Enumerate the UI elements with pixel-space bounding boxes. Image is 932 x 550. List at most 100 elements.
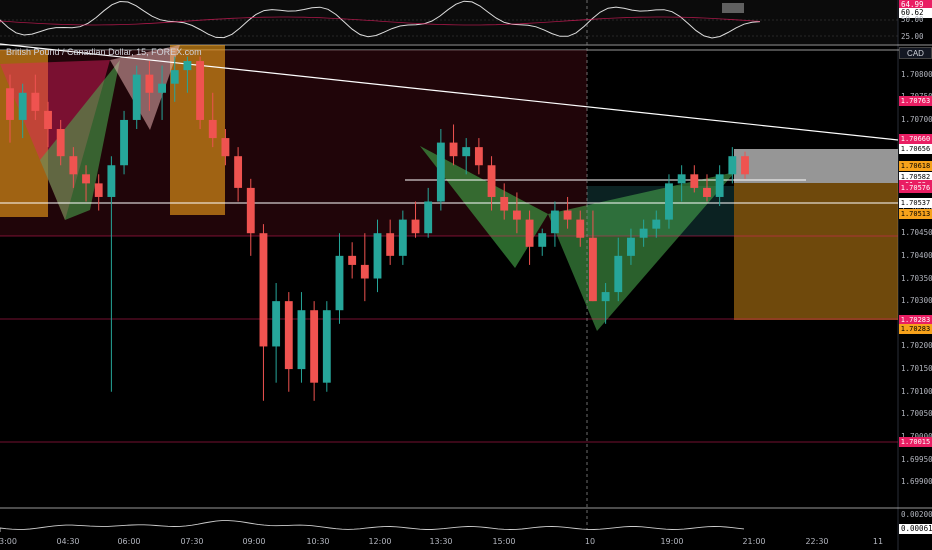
price-axis-label: 1.70200 xyxy=(901,341,932,351)
price-axis-bg xyxy=(898,0,932,550)
time-axis-label: 22:30 xyxy=(805,537,829,546)
candle-body xyxy=(196,61,205,120)
candle-body xyxy=(94,183,103,197)
candle-body xyxy=(360,264,369,279)
rsi-pane xyxy=(0,0,898,44)
candle-body xyxy=(31,92,40,111)
price-axis-label: 1.70400 xyxy=(901,250,932,260)
target-box xyxy=(734,183,898,320)
candle-body xyxy=(82,174,90,184)
price-axis-label: 1.70300 xyxy=(901,296,932,306)
price-tag: 1.70656 xyxy=(899,144,932,154)
candle-body xyxy=(538,233,547,247)
candle-body xyxy=(652,219,661,229)
rsi-signal-line xyxy=(0,16,761,26)
candle-body xyxy=(703,187,711,197)
time-axis-label: 21:00 xyxy=(742,537,766,546)
candle-body xyxy=(398,219,407,256)
indicator-axis-label: 0.00200 xyxy=(901,510,932,519)
candle-body xyxy=(272,301,281,347)
candle-body xyxy=(487,165,496,197)
rsi-axis-label: 50.00 xyxy=(901,15,924,24)
rsi-axis-label: 25.00 xyxy=(901,32,924,41)
price-tag: 1.70763 xyxy=(899,96,932,106)
candle-body xyxy=(462,147,471,157)
candle-body xyxy=(677,174,686,184)
candle-body xyxy=(424,201,433,234)
price-tag: 1.70283 xyxy=(899,324,932,334)
candle-body xyxy=(525,219,534,247)
candle-body xyxy=(6,88,14,120)
time-axis-label: 19:00 xyxy=(660,537,684,546)
price-axis-label: 1.70000 xyxy=(899,432,932,442)
candle-body xyxy=(335,255,344,311)
candle-body xyxy=(500,196,509,211)
candle-body xyxy=(411,219,420,234)
candle-body xyxy=(234,156,243,188)
pattern-magenta xyxy=(0,60,110,220)
price-axis-label: 1.70100 xyxy=(901,386,932,396)
currency-button[interactable]: CAD xyxy=(899,47,932,59)
price-axis-label: 1.70150 xyxy=(901,364,932,374)
time-axis-label: 11 xyxy=(872,537,884,546)
candle-body xyxy=(145,74,154,93)
price-tag: 1.70015 xyxy=(899,437,932,447)
rsi-line xyxy=(0,0,761,39)
candle-body xyxy=(449,142,458,157)
candle-body xyxy=(386,233,395,256)
price-tag: 1.70618 xyxy=(899,161,932,171)
price-axis-label: 1.70050 xyxy=(901,409,932,419)
candle-body xyxy=(589,237,597,302)
price-axis-label: 1.70350 xyxy=(901,273,932,283)
candle-body xyxy=(221,138,230,157)
time-axis-label: 3:00 xyxy=(0,537,17,546)
candle-body xyxy=(56,129,65,157)
time-axis-label: 12:00 xyxy=(368,537,392,546)
candle-body xyxy=(246,187,255,234)
candle-body xyxy=(310,310,319,383)
candle-body xyxy=(284,301,293,370)
time-axis-label: 13:30 xyxy=(429,537,453,546)
candle-body xyxy=(170,70,179,84)
rsi-axis-label: 64.99 xyxy=(899,0,932,10)
price-tag: 1.70576 xyxy=(899,183,932,193)
candle-body xyxy=(18,92,27,120)
pattern-green-mid xyxy=(420,146,548,268)
time-axis-label: 15:00 xyxy=(492,537,516,546)
price-tag: 1.70582 xyxy=(899,172,932,182)
candle-body xyxy=(576,219,585,238)
candle-body xyxy=(627,237,635,256)
time-axis-label: 10 xyxy=(584,537,596,546)
candle-body xyxy=(601,292,610,302)
candle-body xyxy=(550,210,559,234)
candle-body xyxy=(132,74,141,120)
price-tag: 1.70513 xyxy=(899,209,932,219)
price-axis-label: 1.70700 xyxy=(901,114,932,124)
price-axis-label: 1.70800 xyxy=(901,69,932,79)
time-axis-label: 07:30 xyxy=(180,537,204,546)
orange-zone-left xyxy=(0,50,48,217)
stop-box xyxy=(734,149,898,183)
time-axis-label: 10:30 xyxy=(306,537,330,546)
candle-body xyxy=(715,174,724,197)
price-axis-label: 1.70450 xyxy=(901,228,932,238)
candle-body xyxy=(259,233,268,347)
candle-body xyxy=(183,61,192,71)
candle-body xyxy=(728,156,737,175)
candle-body xyxy=(69,156,78,175)
candle-body xyxy=(563,210,572,220)
time-axis-label: 09:00 xyxy=(242,537,266,546)
candle-body xyxy=(436,142,445,202)
pattern-green-mid-2 xyxy=(420,146,548,268)
price-tag: 1.70660 xyxy=(899,134,932,144)
candle-body xyxy=(665,183,673,220)
candle-body xyxy=(474,147,483,166)
candle-body xyxy=(297,310,306,370)
candle-body xyxy=(158,83,166,93)
chart-title: British Pound / Canadian Dollar, 15, FOR… xyxy=(6,47,202,57)
candle-body xyxy=(512,210,521,220)
time-axis-label: 04:30 xyxy=(56,537,80,546)
candle-body xyxy=(614,255,623,293)
candle-body xyxy=(208,119,217,139)
